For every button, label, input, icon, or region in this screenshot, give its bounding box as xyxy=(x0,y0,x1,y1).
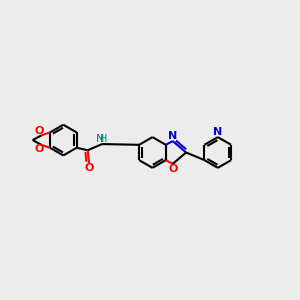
Text: H: H xyxy=(100,134,107,144)
Text: O: O xyxy=(35,144,44,154)
Text: N: N xyxy=(213,127,222,137)
Text: O: O xyxy=(35,126,44,136)
Text: N: N xyxy=(96,134,104,144)
Text: O: O xyxy=(168,164,177,174)
Text: N: N xyxy=(168,130,177,141)
Text: O: O xyxy=(84,163,94,173)
